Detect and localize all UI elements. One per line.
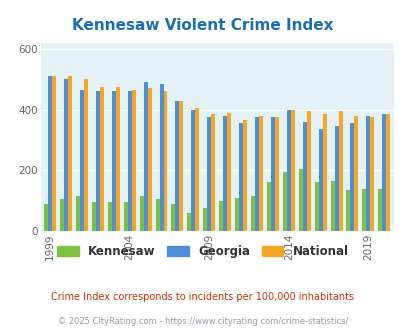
Bar <box>314 182 318 231</box>
Bar <box>124 202 128 231</box>
Bar <box>330 181 334 231</box>
Bar <box>128 91 131 231</box>
Bar <box>76 196 80 231</box>
Bar <box>207 117 211 231</box>
Bar <box>203 208 207 231</box>
Legend: Kennesaw, Georgia, National: Kennesaw, Georgia, National <box>53 241 352 263</box>
Bar <box>382 114 385 231</box>
Bar <box>84 79 88 231</box>
Bar <box>195 108 199 231</box>
Text: Kennesaw Violent Crime Index: Kennesaw Violent Crime Index <box>72 18 333 33</box>
Bar <box>254 117 258 231</box>
Bar <box>131 90 135 231</box>
Bar <box>60 199 64 231</box>
Text: © 2025 CityRating.com - https://www.cityrating.com/crime-statistics/: © 2025 CityRating.com - https://www.city… <box>58 316 347 326</box>
Bar <box>270 117 274 231</box>
Bar <box>175 101 179 231</box>
Text: Crime Index corresponds to incidents per 100,000 inhabitants: Crime Index corresponds to incidents per… <box>51 292 354 302</box>
Bar <box>52 76 56 231</box>
Bar <box>369 117 373 231</box>
Bar <box>139 196 143 231</box>
Bar <box>223 116 226 231</box>
Bar <box>354 116 358 231</box>
Bar <box>318 129 322 231</box>
Bar <box>306 111 310 231</box>
Bar <box>338 111 342 231</box>
Bar <box>302 122 306 231</box>
Bar <box>68 76 72 231</box>
Bar <box>365 116 369 231</box>
Bar <box>234 198 239 231</box>
Bar <box>187 213 191 231</box>
Bar <box>334 126 338 231</box>
Bar <box>191 110 195 231</box>
Bar <box>345 190 350 231</box>
Bar <box>96 91 100 231</box>
Bar <box>147 88 151 231</box>
Bar <box>171 204 175 231</box>
Bar <box>163 91 167 231</box>
Bar <box>219 201 223 231</box>
Bar <box>239 123 243 231</box>
Bar <box>350 123 354 231</box>
Bar <box>243 120 246 231</box>
Bar <box>143 82 147 231</box>
Bar <box>290 110 294 231</box>
Bar <box>155 199 159 231</box>
Bar <box>211 114 215 231</box>
Bar <box>362 188 365 231</box>
Bar <box>179 101 183 231</box>
Bar <box>115 87 119 231</box>
Bar <box>282 172 286 231</box>
Bar <box>226 113 230 231</box>
Bar <box>100 87 104 231</box>
Bar <box>44 204 48 231</box>
Bar <box>274 117 278 231</box>
Bar <box>322 114 326 231</box>
Bar <box>250 196 254 231</box>
Bar <box>159 84 163 231</box>
Bar <box>111 91 115 231</box>
Bar <box>92 202 96 231</box>
Bar <box>258 116 262 231</box>
Bar <box>286 110 290 231</box>
Bar <box>266 182 270 231</box>
Bar <box>108 202 111 231</box>
Bar <box>48 76 52 231</box>
Bar <box>298 169 302 231</box>
Bar <box>377 188 382 231</box>
Bar <box>385 114 389 231</box>
Bar <box>64 79 68 231</box>
Bar <box>80 90 84 231</box>
